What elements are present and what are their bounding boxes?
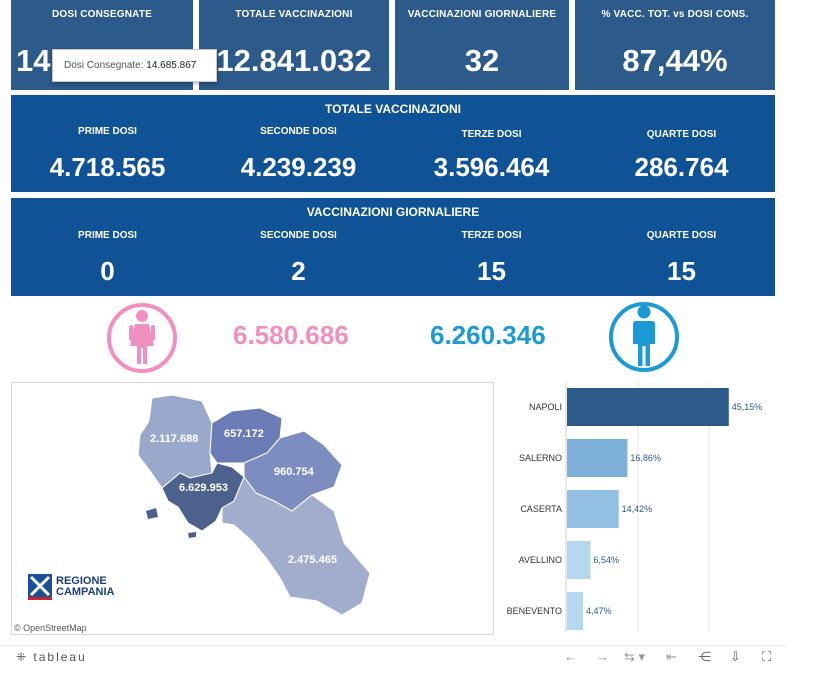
tableau-logo-text: tableau <box>33 650 87 664</box>
band-title: TOTALE VACCINAZIONI <box>325 102 461 116</box>
logo-line2: CAMPANIA <box>56 586 115 598</box>
map-regions <box>137 394 371 616</box>
tableau-logo[interactable]: ⁜ tableau <box>16 650 87 664</box>
kpi-value: 12.841.032 <box>216 43 372 78</box>
category-label-avellino: AVELLINO <box>519 555 562 565</box>
kpi-percentuale[interactable]: % VACC. TOT. vs DOSI CONS. 87,44% <box>575 0 775 90</box>
col-value: 4.718.565 <box>49 152 166 182</box>
tableau-toolbar: ⁜ tableau ← → ⇆ ▾ ⇤ ⋲ ⇩ ⛶ <box>0 645 786 669</box>
map-label-benevento: 657.172 <box>224 428 264 440</box>
col-label: PRIME DOSI <box>78 230 137 241</box>
female-value: 6.580.686 <box>233 320 349 350</box>
band-title: VACCINAZIONI GIORNALIERE <box>306 205 480 219</box>
download-icon[interactable]: ⇩ <box>730 649 741 664</box>
data-label-napoli: 45,15% <box>732 402 763 412</box>
bar-caserta[interactable] <box>567 490 619 528</box>
map-attribution[interactable]: © OpenStreetMap <box>14 623 87 633</box>
bar-avellino[interactable] <box>567 541 591 579</box>
col-label: SECONDE DOSI <box>260 126 337 137</box>
map-label-avellino: 960.754 <box>274 466 314 478</box>
col-label: SECONDE DOSI <box>260 230 337 241</box>
col-label: QUARTE DOSI <box>646 129 717 140</box>
fullscreen-icon[interactable]: ⛶ <box>762 649 772 664</box>
vaccinazioni-giornaliere-band: VACCINAZIONI GIORNALIERE PRIME DOSI 0 SE… <box>11 198 775 296</box>
redo-icon[interactable]: → <box>596 649 609 664</box>
campania-map[interactable]: 2.117.688 657.172 960.754 6.629.953 2.47… <box>11 382 494 635</box>
category-label-caserta: CASERTA <box>520 504 562 514</box>
col-value: 286.764 <box>634 152 729 182</box>
reset-icon[interactable]: ⇤ <box>666 649 677 664</box>
col-label: QUARTE DOSI <box>646 230 717 241</box>
province-bar-chart: NAPOLI 45,15% SALERNO 16,86% CASERTA 14,42% AV… <box>507 382 763 632</box>
island-capri <box>188 532 196 538</box>
revert-icon[interactable]: ⇆ ▾ <box>624 649 646 664</box>
col-value: 3.596.464 <box>433 152 550 182</box>
data-label-salerno: 16,86% <box>630 453 661 463</box>
col-value: 15 <box>477 256 506 286</box>
female-icon <box>107 303 177 373</box>
data-label-benevento: 4,47% <box>586 606 612 616</box>
kpi-value: 14 <box>16 43 51 78</box>
share-icon[interactable]: ⋲ <box>698 649 711 664</box>
kpi-label: % VACC. TOT. vs DOSI CONS. <box>601 9 749 20</box>
map-label-napoli: 6.629.953 <box>179 482 228 494</box>
col-label: PRIME DOSI <box>78 126 137 137</box>
bar-benevento[interactable] <box>567 592 584 630</box>
col-value: 2 <box>291 256 306 286</box>
tableau-logo-icon: ⁜ <box>16 650 29 664</box>
logo-line1: REGIONE <box>56 575 107 587</box>
region-salerno <box>221 476 371 616</box>
male-icon <box>609 302 679 372</box>
data-label-avellino: 6,54% <box>593 555 619 565</box>
tooltip-value: 14.685.867 <box>146 60 197 71</box>
undo-icon[interactable]: ← <box>564 649 577 664</box>
totale-vaccinazioni-band: TOTALE VACCINAZIONI PRIME DOSI 4.718.565… <box>11 95 775 192</box>
kpi-vaccinazioni-giornaliere[interactable]: VACCINAZIONI GIORNALIERE 32 <box>395 0 569 90</box>
col-label: TERZE DOSI <box>461 230 522 241</box>
regione-campania-logo: REGIONE CAMPANIA <box>27 573 122 607</box>
kpi-label: TOTALE VACCINAZIONI <box>235 9 353 20</box>
kpi-label: DOSI CONSEGNATE <box>51 9 153 20</box>
island-ischia <box>146 508 158 519</box>
col-label: TERZE DOSI <box>461 129 522 140</box>
map-label-salerno: 2.475.465 <box>288 554 337 566</box>
kpi-label: VACCINAZIONI GIORNALIERE <box>407 9 557 20</box>
category-label-napoli: NAPOLI <box>529 402 562 412</box>
kpi-value: 32 <box>464 43 500 78</box>
category-label-salerno: SALERNO <box>519 453 562 463</box>
bar-salerno[interactable] <box>567 439 628 477</box>
col-value: 0 <box>100 256 115 286</box>
data-label-caserta: 14,42% <box>622 504 653 514</box>
map-label-caserta: 2.117.688 <box>150 433 199 445</box>
male-value: 6.260.346 <box>430 320 546 350</box>
tooltip: Dosi Consegnate: 14.685.867 <box>52 49 217 82</box>
kpi-totale-vaccinazioni[interactable]: TOTALE VACCINAZIONI 12.841.032 <box>199 0 389 90</box>
bar-napoli[interactable] <box>567 388 729 426</box>
col-value: 15 <box>667 256 696 286</box>
kpi-value: 87,44% <box>622 43 728 78</box>
category-label-benevento: BENEVENTO <box>507 606 562 616</box>
tooltip-label: Dosi Consegnate: <box>64 60 144 71</box>
col-value: 4.239.239 <box>240 152 357 182</box>
